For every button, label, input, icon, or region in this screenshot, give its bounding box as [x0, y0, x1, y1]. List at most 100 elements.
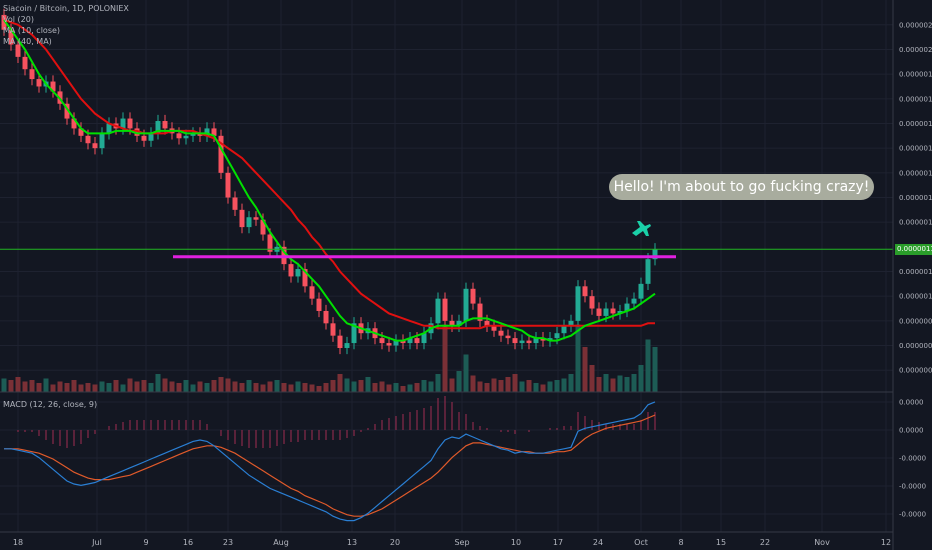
time-tick-label: 17 [553, 538, 563, 547]
candle-body [512, 338, 518, 344]
volume-bar [274, 380, 280, 392]
volume-bar [316, 386, 322, 392]
candle-body [603, 308, 609, 316]
candle-body [442, 298, 448, 321]
time-tick-label: 24 [593, 538, 603, 547]
volume-bar [120, 384, 126, 392]
volume-bar [589, 365, 595, 392]
ma-fast-line [3, 19, 656, 342]
time-tick-label: 12 [881, 538, 891, 547]
candle-body [155, 121, 161, 134]
time-tick-label: Jul [91, 538, 102, 547]
volume-bar [512, 374, 518, 392]
volume-bar [260, 384, 266, 392]
volume-bar [22, 381, 28, 392]
candle-body [624, 303, 630, 311]
candle-body [330, 323, 336, 336]
candle-body [407, 338, 413, 344]
volume-bar [29, 380, 35, 392]
time-tick-label: 10 [511, 538, 521, 547]
volume-bar [652, 347, 658, 392]
macd-signal-line [4, 414, 656, 517]
volume-bar [505, 377, 511, 392]
candle-body [449, 320, 455, 326]
price-tick-label: 0.00000070 [899, 367, 932, 375]
candle-body [204, 128, 210, 136]
volume-bar [547, 381, 553, 392]
volume-bar [358, 380, 364, 392]
time-tick-label: 16 [183, 538, 193, 547]
volume-bar [379, 381, 385, 392]
volume-bar [204, 383, 210, 392]
volume-bar [428, 381, 434, 392]
volume-bar [498, 380, 504, 392]
candle-body [232, 197, 238, 210]
volume-bar [302, 383, 308, 392]
volume-bar [253, 383, 259, 392]
candle-body [337, 335, 343, 348]
candle-body [190, 133, 196, 136]
ma-slow-line [3, 18, 655, 330]
candle-body [610, 308, 616, 314]
time-tick-label: 20 [390, 538, 400, 547]
price-tick-label: 0.00000130 [899, 219, 932, 227]
macd-tick-label: -0.0000 [899, 511, 926, 519]
volume-bar [134, 381, 140, 392]
candle-body [253, 217, 259, 220]
price-tick-label: 0.00000090 [899, 317, 932, 325]
volume-bar [113, 380, 119, 392]
price-tick-label: 0.00000140 [899, 194, 932, 202]
volume-bar [533, 383, 539, 392]
plane-icon [632, 221, 651, 236]
volume-bar [470, 375, 476, 392]
volume-bar [519, 381, 525, 392]
volume-bar [631, 374, 637, 392]
candle-body [239, 209, 245, 228]
volume-bar [337, 374, 343, 392]
macd-line [4, 401, 656, 522]
volume-bar [106, 383, 112, 392]
volume-bar [162, 378, 168, 392]
candle-body [386, 343, 392, 346]
candle-body [470, 288, 476, 304]
candle-body [652, 249, 658, 260]
candle-body [29, 69, 35, 80]
volume-bar [582, 347, 588, 392]
volume-bar [449, 378, 455, 392]
volume-bar [267, 381, 273, 392]
volume-bar [295, 381, 301, 392]
vol-legend: Vol (20) [3, 15, 34, 24]
candle-body [50, 81, 56, 92]
candle-body [134, 128, 140, 136]
volume-bar [50, 384, 56, 392]
price-tick-label: 0.00000170 [899, 120, 932, 128]
candle-body [197, 133, 203, 136]
time-tick-label: 18 [13, 538, 23, 547]
candle-body [64, 103, 70, 119]
grid-lines [0, 0, 893, 532]
time-tick-label: Oct [634, 538, 648, 547]
volume-bar [78, 384, 84, 392]
volume-bar [617, 375, 623, 392]
candle-body [393, 340, 399, 346]
candle-body [526, 340, 532, 344]
volume-bar [442, 324, 448, 392]
volume-bar [211, 380, 217, 392]
candle-body [267, 234, 273, 252]
candle-body [8, 29, 14, 45]
volume-bar [246, 380, 252, 392]
volume-bar [575, 324, 581, 392]
candle-body [162, 121, 168, 129]
price-tick-label: 0.00000080 [899, 342, 932, 350]
annotation-bubble[interactable]: Hello! I'm about to go fucking crazy! [609, 174, 874, 200]
volume-bar [638, 365, 644, 392]
candle-body [519, 340, 525, 344]
candle-body [498, 330, 504, 336]
volume-bar [71, 380, 77, 392]
candle-body [260, 219, 266, 235]
price-tick-label: 0.00000210 [899, 21, 932, 29]
volume-bar [218, 377, 224, 392]
